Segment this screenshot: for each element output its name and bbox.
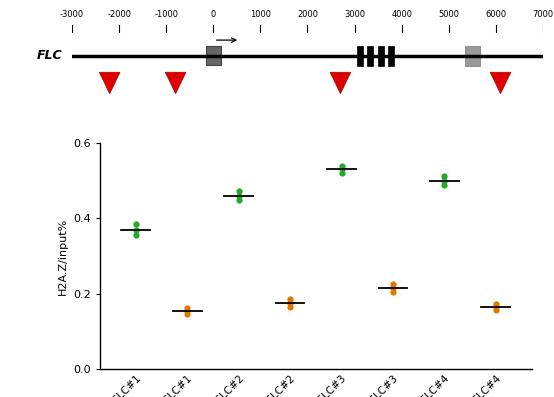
Text: 2000: 2000 — [297, 10, 318, 19]
Polygon shape — [165, 72, 186, 94]
Text: 7000: 7000 — [532, 10, 553, 19]
Bar — [465, 46, 480, 66]
Bar — [206, 46, 221, 65]
Text: 6000: 6000 — [485, 10, 506, 19]
Text: -2000: -2000 — [107, 10, 131, 19]
Text: FLC: FLC — [37, 49, 63, 62]
Polygon shape — [99, 72, 120, 94]
Text: 5000: 5000 — [438, 10, 459, 19]
Y-axis label: H2A.Z/input%: H2A.Z/input% — [58, 218, 68, 295]
Text: 4000: 4000 — [391, 10, 412, 19]
Text: 1000: 1000 — [250, 10, 271, 19]
Bar — [378, 46, 384, 66]
Text: -1000: -1000 — [154, 10, 178, 19]
Polygon shape — [490, 72, 511, 94]
Polygon shape — [330, 72, 351, 94]
Text: -3000: -3000 — [60, 10, 84, 19]
Bar — [388, 46, 394, 66]
Text: 3000: 3000 — [344, 10, 365, 19]
Text: 0: 0 — [211, 10, 216, 19]
Bar — [367, 46, 373, 66]
Bar — [357, 46, 363, 66]
